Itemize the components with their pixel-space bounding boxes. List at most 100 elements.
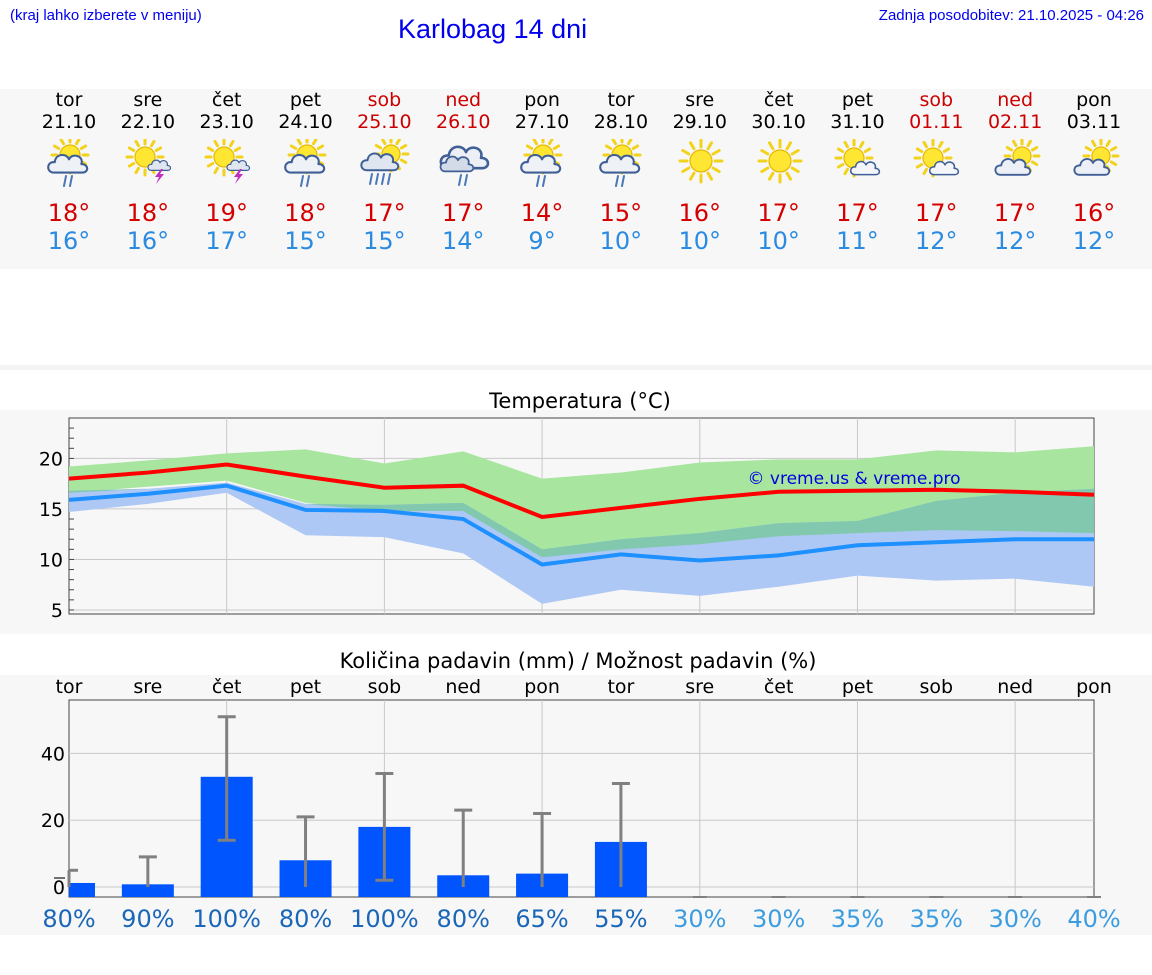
precip-chart-title: Količina padavin (mm) / Možnost padavin … <box>340 649 817 673</box>
precip-probability: 30% <box>752 905 805 933</box>
day-date: 30.10 <box>751 111 806 133</box>
precip-probability: 30% <box>988 905 1041 933</box>
precip-day-label: čet <box>764 676 794 698</box>
precip-probability: 90% <box>121 905 174 933</box>
temp-max: 17° <box>836 199 879 227</box>
day-date: 26.10 <box>436 111 491 133</box>
sun-small-cloud-icon <box>832 138 884 187</box>
temp-min: 12° <box>1072 227 1116 255</box>
temp-chart-title: Temperatura (°C) <box>488 389 671 413</box>
precip-probability: 100% <box>192 905 261 933</box>
precip-day-label: sob <box>920 676 954 698</box>
precip-day-label: ned <box>445 676 481 698</box>
day-date: 02.11 <box>987 111 1043 133</box>
temp-min: 15° <box>284 227 327 255</box>
precip-ytick-label: 20 <box>41 810 65 832</box>
temp-max: 17° <box>441 199 485 227</box>
day-name: tor <box>607 89 635 111</box>
precip-bar <box>69 882 95 897</box>
sun-cloud-rain-icon <box>281 135 333 187</box>
day-name: pon <box>1076 89 1112 111</box>
precip-probability: 65% <box>515 905 568 933</box>
day-name: pet <box>841 89 874 111</box>
sun-cloud-icon <box>990 137 1042 187</box>
sun-cloud-rain-icon <box>44 135 96 187</box>
day-date: 03.11 <box>1066 111 1122 133</box>
sun-cloud-icon <box>1069 137 1121 187</box>
temp-ytick-label: 5 <box>51 600 63 622</box>
sun-cloud-rain-icon <box>517 135 569 187</box>
temp-min: 14° <box>441 227 485 255</box>
temp-max: 18° <box>47 199 91 227</box>
day-date: 28.10 <box>593 111 649 133</box>
temp-max: 18° <box>126 199 170 227</box>
divider <box>0 365 1152 370</box>
day-name: sob <box>367 89 402 111</box>
sun-cloud-rain-icon <box>596 135 648 187</box>
temp-max: 17° <box>757 199 800 227</box>
temp-ytick-label: 20 <box>39 448 63 470</box>
day-date: 27.10 <box>514 111 570 133</box>
precip-probability: 30% <box>673 905 726 933</box>
precip-day-label: čet <box>212 676 242 698</box>
precip-probability: 35% <box>831 905 884 933</box>
precip-day-label: pet <box>290 676 321 698</box>
max-temp-line <box>68 462 1095 520</box>
temp-min: 12° <box>915 227 958 255</box>
temp-min: 9° <box>528 227 556 255</box>
precip-probability: 80% <box>437 905 490 933</box>
temp-max: 17° <box>915 199 958 227</box>
temp-max: 19° <box>205 199 248 227</box>
sun-cloud-heavy-rain-icon <box>359 135 411 187</box>
precip-probability: 80% <box>42 905 95 933</box>
temp-max: 16° <box>1072 199 1116 227</box>
precip-day-label: tor <box>607 676 634 698</box>
temp-min: 11° <box>836 227 879 255</box>
temp-max: 17° <box>363 199 406 227</box>
temp-min: 10° <box>599 227 643 255</box>
precip-bar <box>121 884 174 897</box>
sun-thunder-icon <box>123 137 175 187</box>
cloud-rain-icon <box>438 139 490 187</box>
day-name: tor <box>55 89 83 111</box>
precipitation-chart: 0 20 40 tor sre čet pet sob ned pon tor sre čet pet so… <box>41 676 1121 933</box>
temp-max: 18° <box>284 199 327 227</box>
precip-ytick-label: 40 <box>41 743 65 765</box>
daily-forecast-strip: tor 21.10 18° 16° sre 22.10 18° 16° čet 23.10 19° 1… <box>0 89 1152 269</box>
precip-day-label: sre <box>685 676 714 698</box>
precip-probability: 80% <box>279 905 332 933</box>
sun-icon <box>754 138 806 187</box>
precip-day-label: pet <box>842 676 873 698</box>
sun-icon <box>675 138 727 187</box>
day-date: 21.10 <box>41 111 97 133</box>
sun-thunder-icon <box>202 137 254 187</box>
temp-max: 16° <box>678 199 722 227</box>
temp-max: 14° <box>520 199 564 227</box>
precip-day-label: sob <box>368 676 402 698</box>
precip-ytick-label: 0 <box>53 877 65 899</box>
temp-min: 16° <box>126 227 170 255</box>
day-name: čet <box>763 89 794 111</box>
day-date: 24.10 <box>278 111 333 133</box>
day-date: 29.10 <box>672 111 727 133</box>
temp-min: 17° <box>205 227 248 255</box>
day-name: pet <box>289 89 322 111</box>
precip-probability: 55% <box>594 905 647 933</box>
day-date: 25.10 <box>357 111 412 133</box>
day-name: sob <box>919 89 954 111</box>
temp-overlap-band <box>69 482 1094 558</box>
precip-probability: 35% <box>910 905 963 933</box>
day-date: 22.10 <box>120 111 176 133</box>
day-name: sre <box>133 89 163 111</box>
temp-min: 10° <box>757 227 800 255</box>
temp-ytick-label: 10 <box>39 549 63 571</box>
last-update: Zadnja posodobitev: 21.10.2025 - 04:26 <box>878 7 1144 24</box>
location-note: (kraj lahko izberete v meniju) <box>10 7 202 24</box>
precip-day-label: sre <box>133 676 162 698</box>
temp-max: 15° <box>599 199 643 227</box>
precip-day-label: ned <box>997 676 1033 698</box>
day-name: sre <box>685 89 715 111</box>
temp-ytick-label: 15 <box>39 499 63 521</box>
temp-min: 10° <box>678 227 722 255</box>
